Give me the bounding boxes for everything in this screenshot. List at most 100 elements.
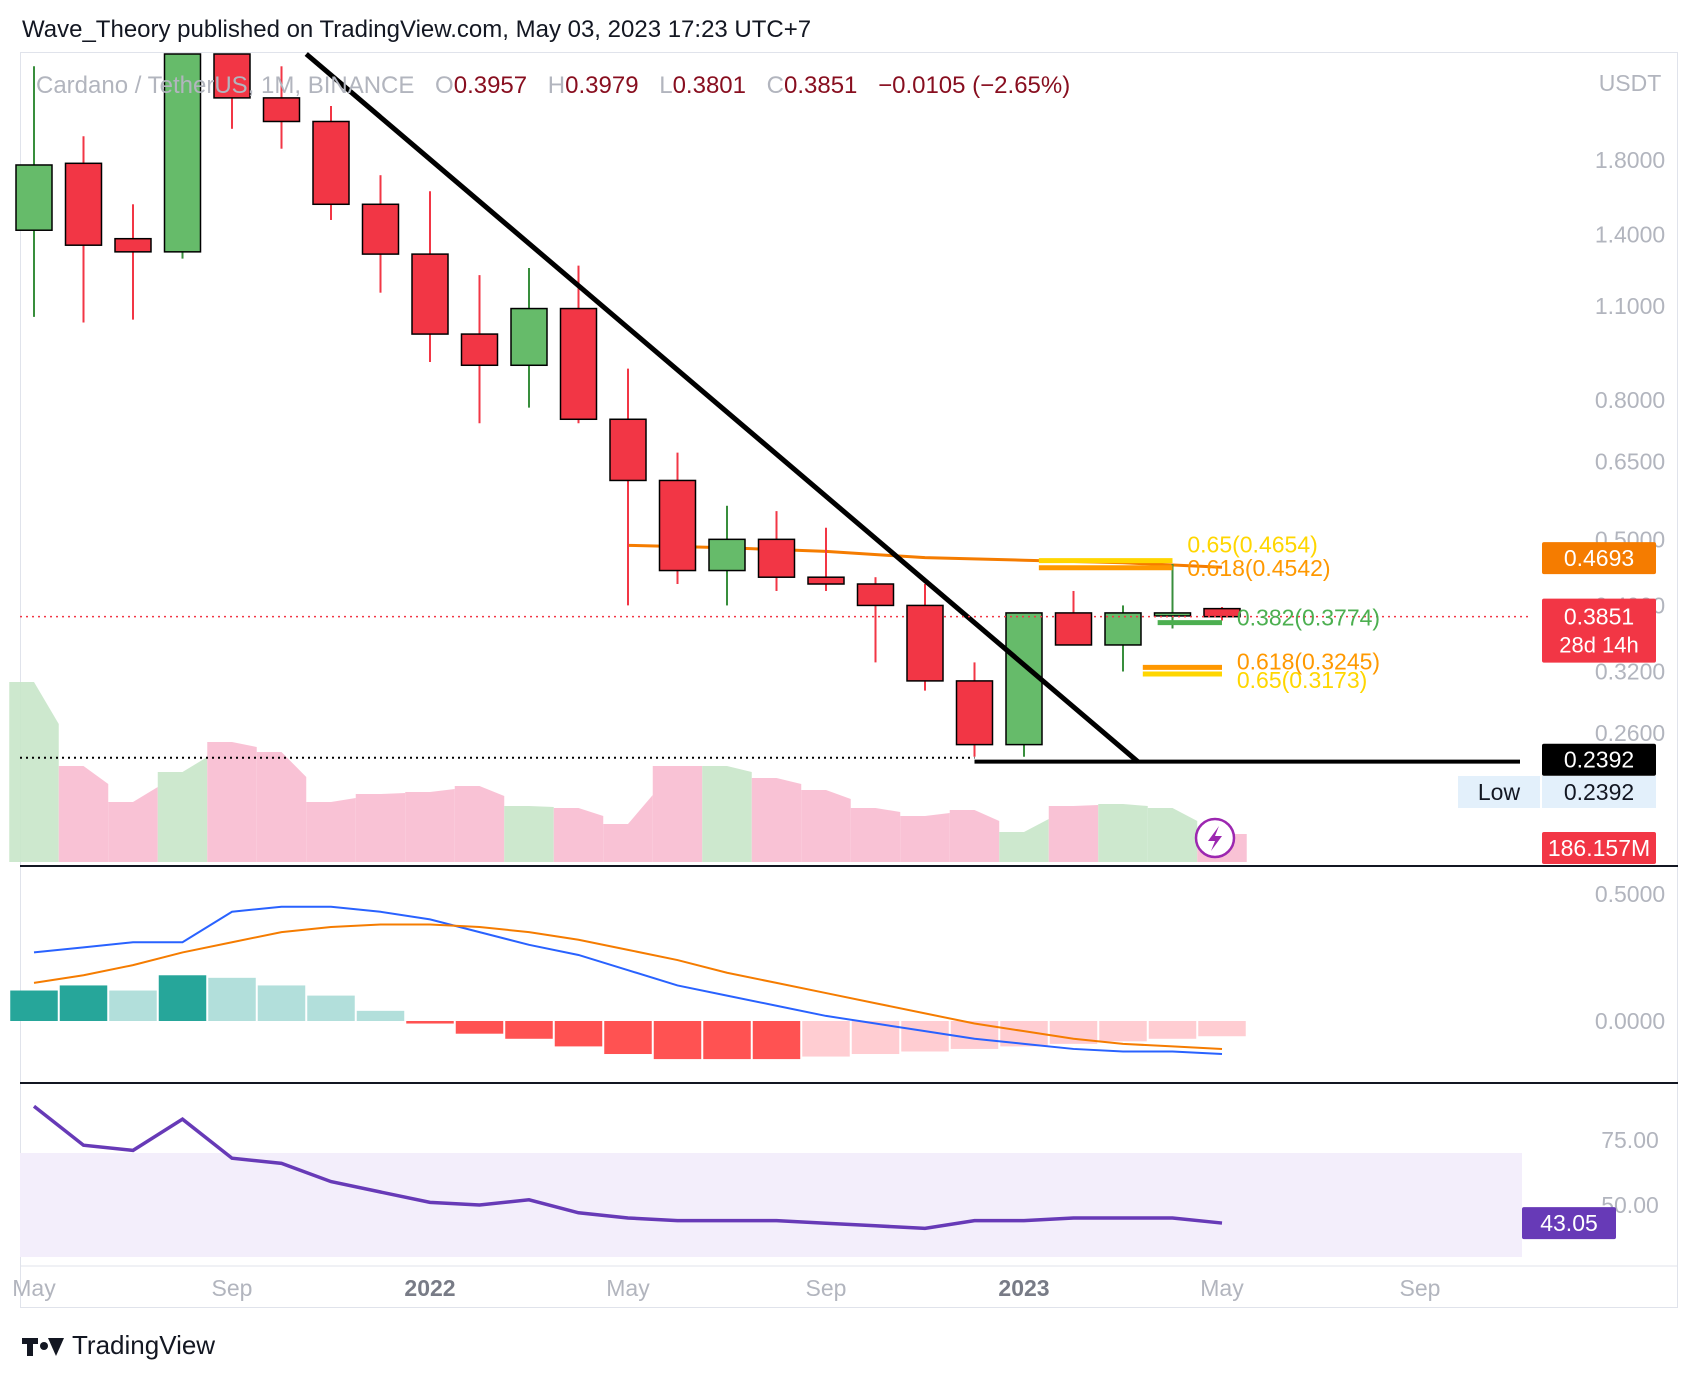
macd-histogram-bar (307, 995, 355, 1021)
time-axis-label: 2023 (998, 1275, 1049, 1301)
macd-histogram-bar (802, 1021, 850, 1057)
macd-histogram-bar (59, 985, 108, 1021)
price-tick-label: 1.8000 (1595, 147, 1665, 173)
rsi-badge-bg (1522, 1207, 1616, 1240)
macd-line (33, 905, 1223, 1056)
tradingview-logo-icon (22, 1334, 64, 1358)
low-value: 0.3801 (673, 72, 746, 99)
low-price-badge: 0.2392 (1564, 747, 1634, 773)
volume-bar (256, 752, 307, 862)
macd-histogram-bar (1198, 1021, 1246, 1037)
candle-body (312, 120, 350, 206)
volume-bar (9, 682, 59, 862)
price-tick-label: 0.3200 (1595, 659, 1665, 685)
low-price-badge-bg (1542, 743, 1656, 776)
candle-body (510, 307, 548, 367)
candle-body (1005, 612, 1043, 746)
rsi-badge: 43.05 (1540, 1210, 1598, 1236)
volume-bar (157, 757, 208, 862)
rsi-line (32, 1104, 1223, 1231)
volume-bar (949, 810, 1000, 862)
volume-bar (1147, 808, 1198, 862)
candle-body (1203, 607, 1241, 618)
time-axis-label: May (1200, 1275, 1244, 1301)
candle-body (460, 333, 499, 367)
last-price-badge-bg (1542, 598, 1656, 663)
volume-bar (355, 793, 406, 862)
last-price-badge: 0.3851 (1564, 604, 1634, 630)
candle-countdown: 28d 14h (1559, 633, 1639, 658)
candle-body (64, 162, 103, 246)
price-tick-label: 1.4000 (1595, 221, 1665, 247)
fib-label: 0.65(0.3173) (1237, 667, 1367, 693)
macd-pane: 0.5000 0.0000 (10, 881, 1665, 1060)
macd-histogram-bar (356, 1010, 405, 1021)
price-tick-label: 0.8000 (1595, 387, 1665, 413)
candle-body (807, 576, 845, 585)
candle-body (1104, 612, 1142, 646)
low-label-bg (1458, 776, 1540, 808)
trendline (304, 52, 1140, 764)
close-value: 0.3851 (784, 72, 857, 99)
low-value-bg (1542, 776, 1656, 808)
candle-body (213, 53, 251, 99)
volume-bar (999, 819, 1049, 862)
ema-price-badge-bg (1542, 542, 1656, 575)
volume-badge-bg (1542, 832, 1656, 864)
low-value-2: 0.2392 (1564, 779, 1634, 805)
tradingview-footer[interactable]: TradingView (22, 1330, 215, 1361)
macd-histogram-bar (752, 1021, 801, 1060)
candle-body (955, 680, 994, 746)
volume-bar (751, 778, 802, 862)
candle-body (262, 97, 301, 123)
macd-tick-label: 0.0000 (1595, 1008, 1665, 1034)
macd-histogram-bar (406, 1021, 454, 1024)
macd-histogram-bar (1049, 1021, 1098, 1044)
rsi-band (20, 1153, 1522, 1257)
time-axis: May Sep 2022 May Sep 2023 May Sep (12, 1265, 1678, 1301)
candle-body (906, 604, 944, 682)
volume-badge: 186.157M (1548, 835, 1650, 861)
candle-body (856, 583, 895, 607)
candle-body (114, 237, 152, 253)
chart-frame[interactable] (20, 52, 1678, 1308)
symbol-name: Cardano / TetherUS, 1M, BINANCE (36, 72, 414, 99)
candle-body (609, 418, 647, 482)
volume-bar (306, 798, 356, 862)
flash-icon-bolt (1208, 826, 1222, 851)
time-axis-label: Sep (1400, 1275, 1441, 1301)
macd-histogram-bar (554, 1021, 603, 1047)
candle-body (411, 253, 449, 335)
open-value: 0.3957 (454, 72, 527, 99)
fib-label: 0.618(0.3245) (1237, 648, 1380, 674)
macd-histogram-bar (703, 1021, 751, 1060)
volume-bar (801, 790, 851, 862)
volume-bar (850, 808, 901, 862)
time-axis-label: 2022 (404, 1275, 455, 1301)
high-value: 0.3979 (565, 72, 638, 99)
candle-body (708, 538, 746, 572)
volume-bar (603, 795, 653, 862)
volume-bar (702, 766, 752, 862)
candle-body (361, 203, 400, 255)
volume-bar (1098, 804, 1148, 862)
low-label: Low (1478, 779, 1521, 805)
volume-bar (504, 806, 554, 862)
candle-body (1054, 612, 1093, 646)
macd-tick-label: 0.5000 (1595, 881, 1665, 907)
macd-histogram-bar (901, 1021, 949, 1052)
volume-bar (553, 808, 604, 862)
candle-body (757, 538, 796, 578)
candle-body (559, 307, 598, 421)
symbol-title[interactable]: Cardano / TetherUS, 1M, BINANCE O0.3957 … (36, 72, 1070, 99)
fib-label: 0.382(0.3774) (1237, 605, 1380, 631)
volume-bar (108, 787, 158, 862)
tradingview-brand: TradingView (72, 1330, 216, 1360)
fib-label: 0.65(0.4654) (1187, 532, 1317, 558)
macd-histogram-bar (604, 1021, 652, 1055)
change-value: −0.0105 (−2.65%) (878, 72, 1070, 99)
macd-histogram-bar (455, 1021, 504, 1034)
candle-body (163, 53, 202, 253)
